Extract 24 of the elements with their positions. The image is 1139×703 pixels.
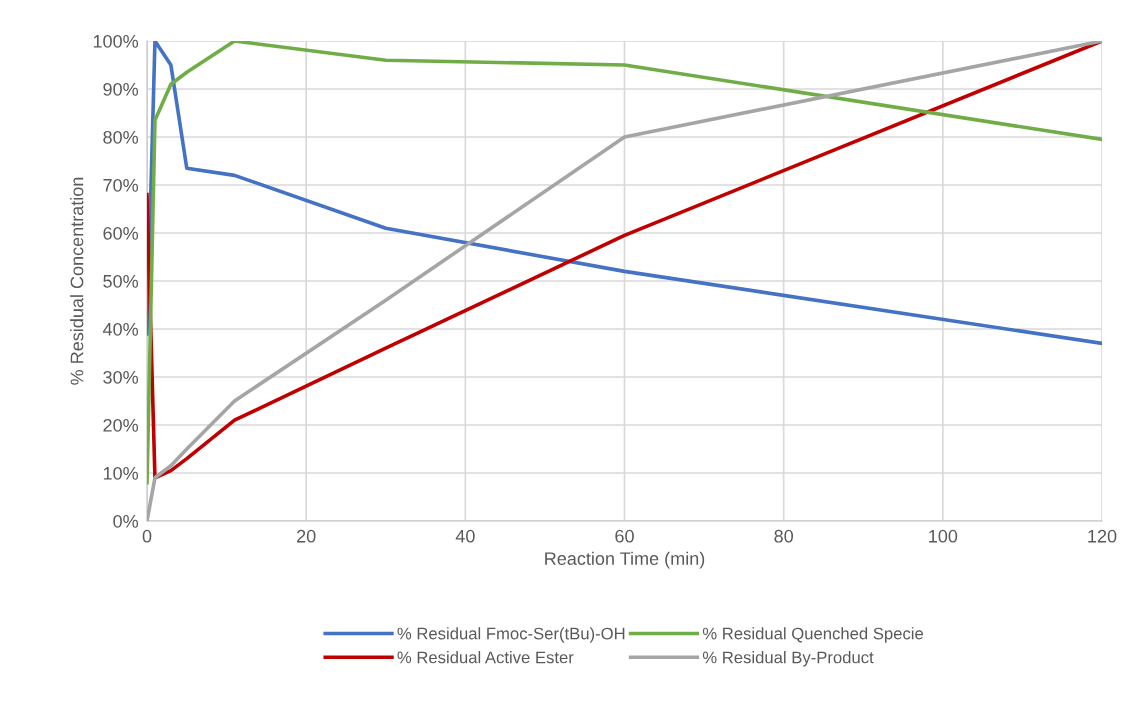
x-tick-label: 80 [774,529,793,543]
y-tick-label: 100% [93,34,139,48]
x-tick-label: 40 [455,529,475,543]
x-tick-label: 0 [142,529,152,543]
y-tick-label: 30% [103,370,139,384]
legend-label: % Residual Fmoc-Ser(tBu)-OH [397,627,625,643]
y-tick-label: 0% [113,514,139,528]
y-tick-label: 10% [103,466,139,480]
x-axis-title: Reaction Time (min) [545,551,705,569]
x-tick-label: 60 [615,529,634,543]
x-tick-label: 120 [1088,529,1117,543]
y-tick-label: 80% [103,130,139,144]
y-tick-label: 70% [103,178,139,192]
legend-label: % Residual By-Product [702,651,874,667]
y-tick-label: 20% [103,418,139,432]
legend-label: % Residual Quenched Specie [702,627,924,643]
y-axis-title: % Residual Concentration [70,177,84,385]
x-tick-label: 20 [297,529,316,543]
y-tick-label: 60% [103,226,139,240]
y-tick-label: 50% [103,274,139,288]
x-tick-label: 100 [929,529,958,543]
y-tick-label: 40% [102,322,139,336]
legend-label: % Residual Active Ester [397,651,574,664]
y-tick-label: 90% [103,82,139,96]
